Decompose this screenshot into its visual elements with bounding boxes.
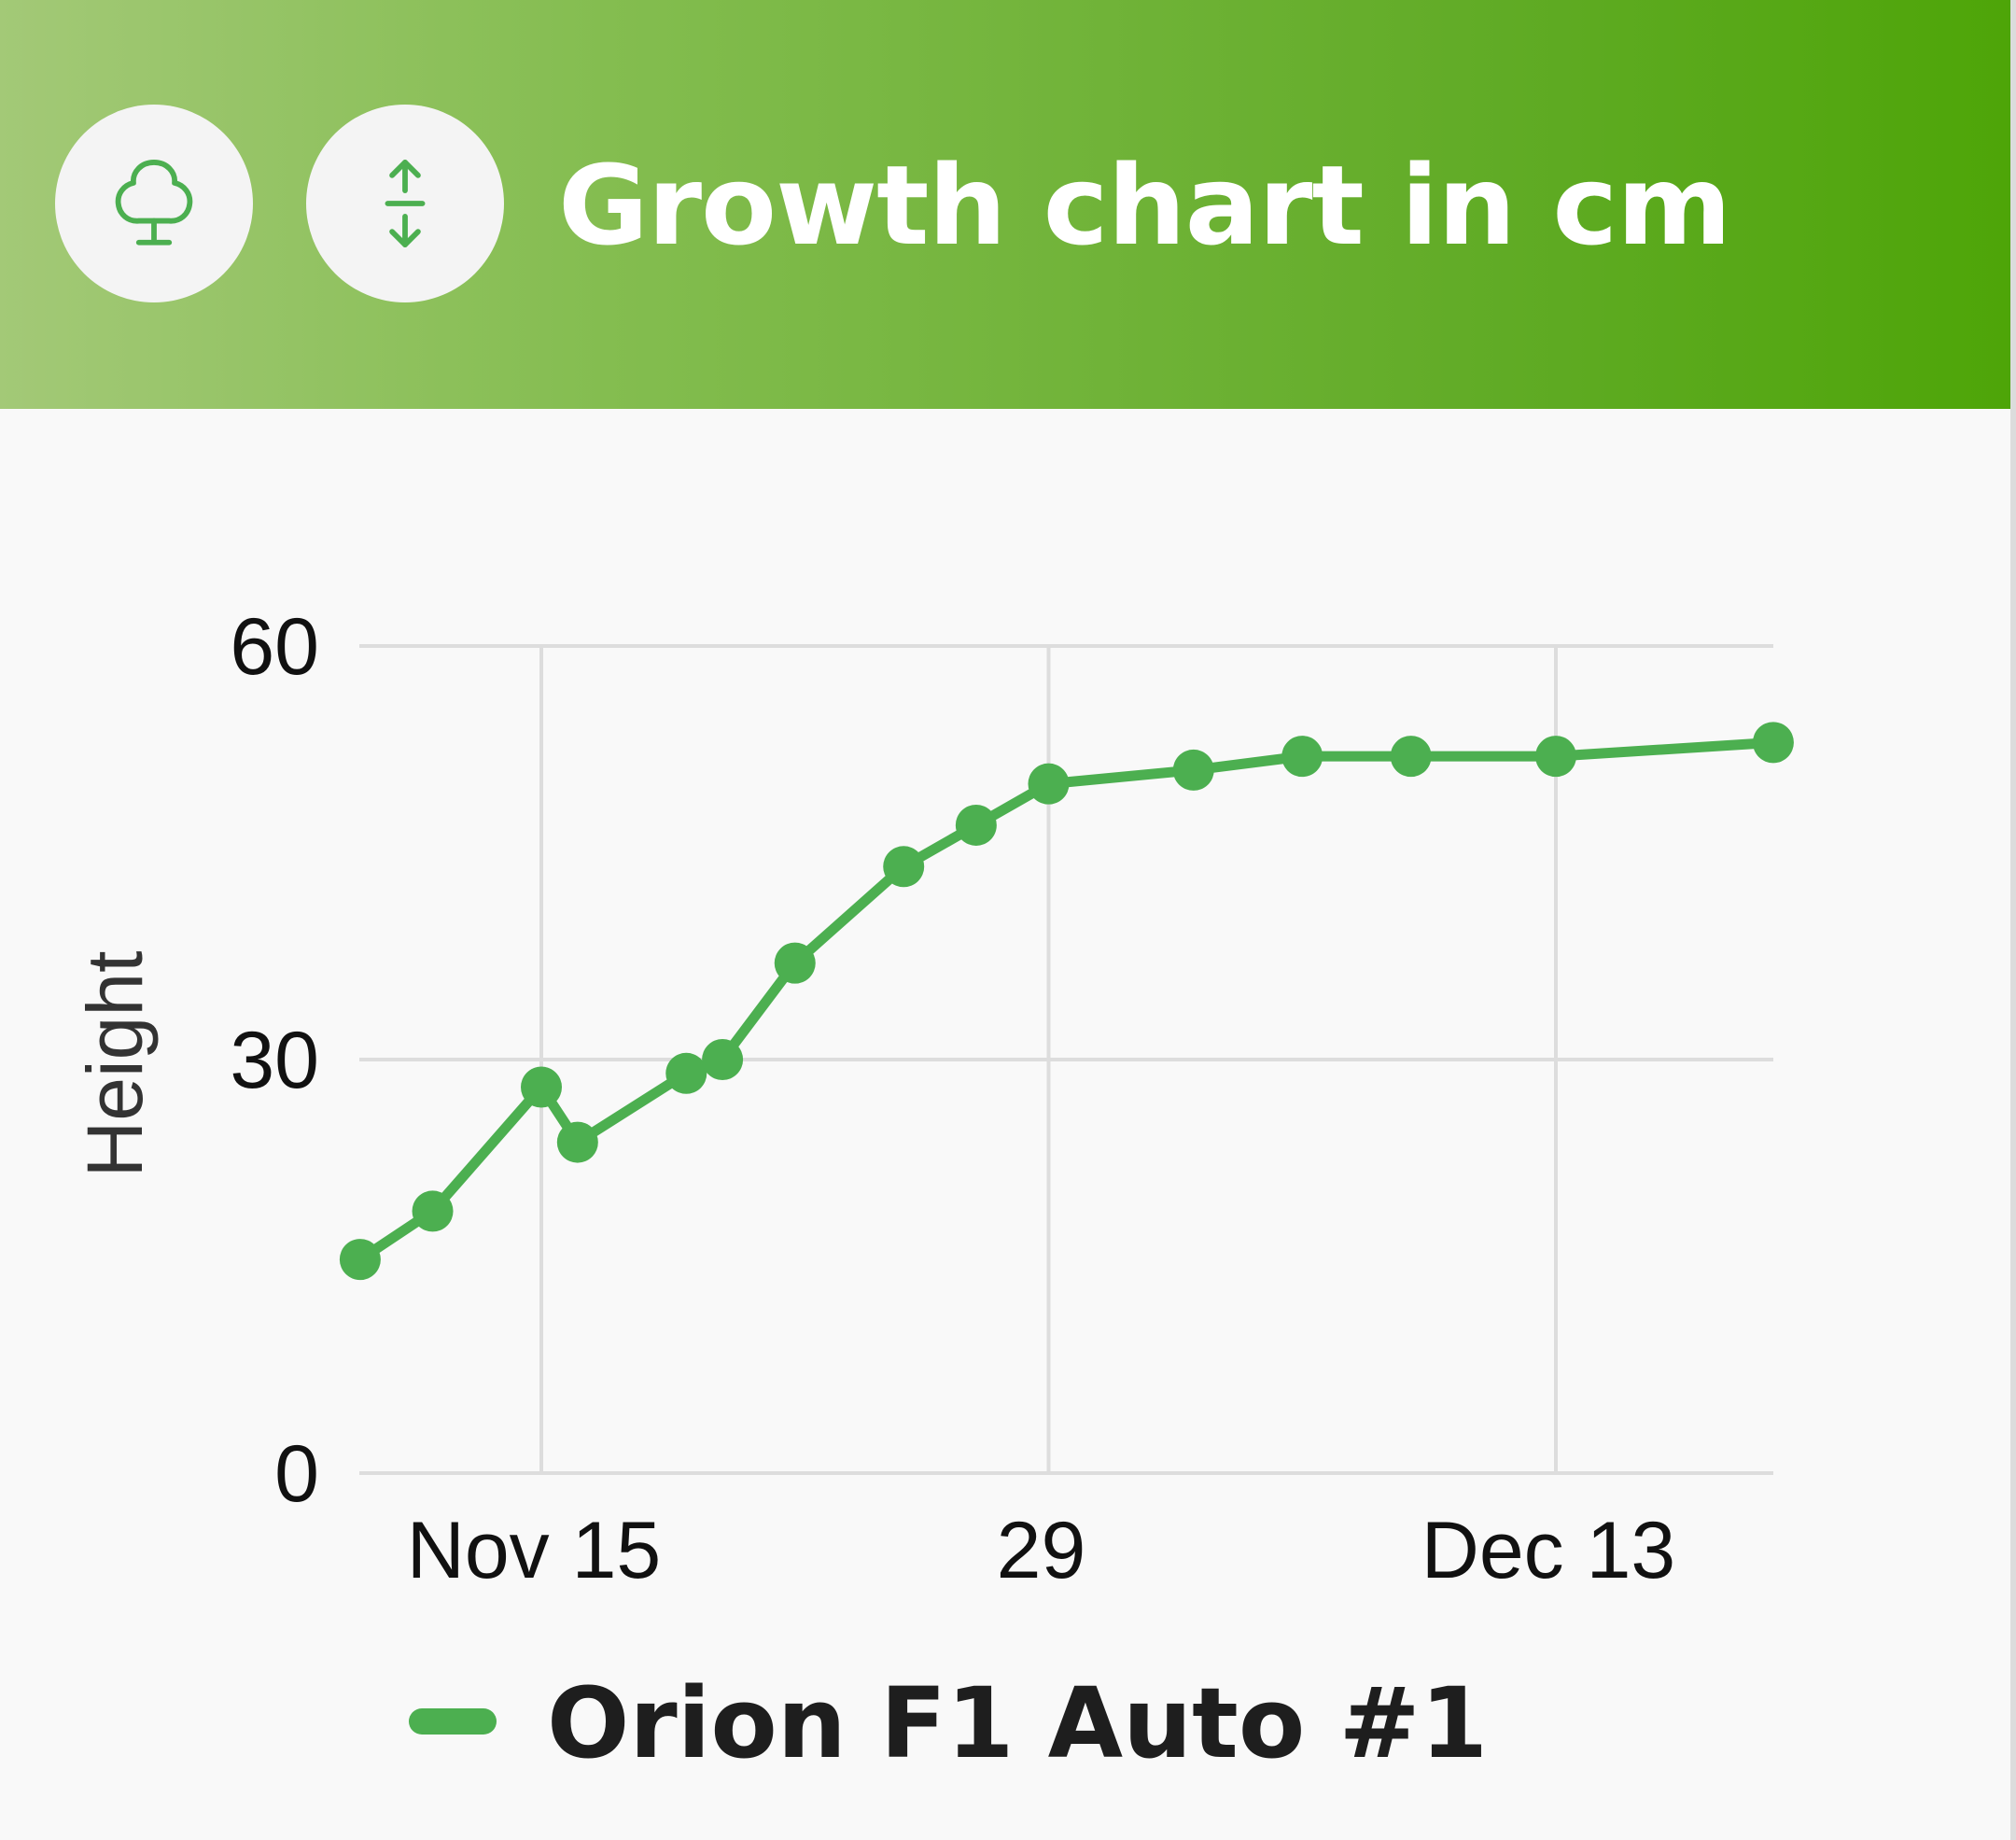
y-tick-label: 60: [230, 602, 319, 692]
x-tick-label: 29: [997, 1506, 1086, 1595]
card-header: Growth chart in cm: [0, 0, 2010, 409]
data-point: [339, 1239, 381, 1281]
height-button[interactable]: [306, 105, 504, 302]
data-point: [521, 1066, 562, 1108]
legend-label: Orion F1 Auto #1: [547, 1666, 1488, 1780]
y-tick-label: 0: [274, 1429, 319, 1519]
data-point: [1172, 749, 1214, 791]
y-axis-ticks: 0 30 60: [230, 602, 319, 1519]
chart-title: Growth chart in cm: [558, 141, 1731, 270]
chart-legend[interactable]: Orion F1 Auto #1: [409, 1666, 1488, 1780]
data-point: [955, 804, 997, 846]
data-point: [1752, 722, 1794, 764]
height-arrows-icon: [385, 160, 426, 247]
data-point: [556, 1121, 598, 1163]
data-point: [1390, 736, 1432, 778]
data-point: [412, 1190, 454, 1232]
series-line: [355, 737, 1779, 1265]
plant-button[interactable]: [55, 105, 253, 302]
grid-lines: [359, 644, 1773, 1475]
data-point: [665, 1052, 707, 1094]
data-point: [702, 1039, 744, 1080]
x-tick-label: Nov 15: [407, 1506, 662, 1595]
data-point: [1281, 736, 1323, 778]
y-tick-label: 30: [230, 1016, 319, 1105]
y-axis-label: Height: [71, 951, 159, 1178]
x-axis-ticks: Nov 15 29 Dec 13: [407, 1506, 1676, 1595]
plant-icon: [115, 160, 193, 246]
data-point: [1028, 763, 1070, 805]
data-point: [883, 846, 925, 888]
growth-line-chart: 0 30 60 Nov 15 29 Dec 13 Height Orion F1 Aut…: [71, 602, 1794, 1780]
x-tick-label: Dec 13: [1421, 1506, 1676, 1595]
data-point: [1535, 736, 1576, 778]
data-series: [339, 722, 1794, 1281]
data-point: [774, 942, 816, 984]
